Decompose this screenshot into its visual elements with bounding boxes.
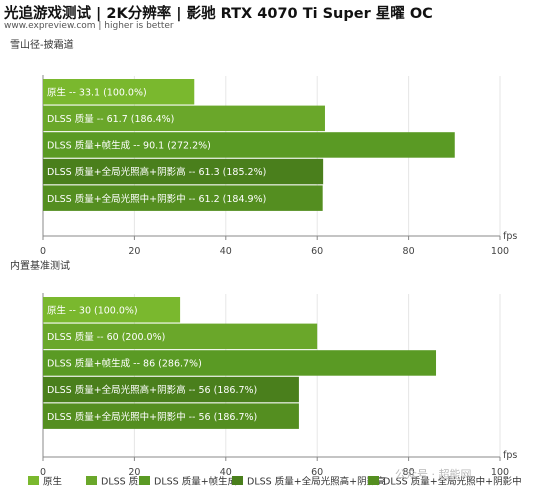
chart-1-bar (43, 323, 318, 350)
chart-0-bar (43, 158, 324, 185)
chart-1-tick-label: 20 (128, 467, 140, 478)
chart-1-bar (43, 403, 299, 429)
legend-label: DLSS 质量+全局光照高+阴影高 (247, 476, 386, 488)
chart-0-tick-label: 0 (40, 246, 46, 257)
legend-swatch (368, 476, 379, 485)
chart-0-bar (43, 105, 325, 132)
chart-1-title: 内置基准测试 (10, 259, 70, 272)
chart-1-bar (43, 297, 181, 323)
chart-1-tick-label: 80 (403, 467, 415, 478)
chart-1-tick-label: 60 (311, 467, 323, 478)
chart-0-tick-label: 80 (403, 246, 415, 257)
legend-swatch (86, 476, 97, 485)
chart-1-bar (43, 376, 299, 403)
chart-0-title: 雪山径-披霜道 (10, 38, 74, 51)
chart-1-bar-label: 原生 -- 30 (100.0%) (47, 304, 138, 316)
legend-label: DLSS 质量 (101, 476, 148, 488)
legend-swatch (232, 476, 243, 485)
chart-0-bar-label: DLSS 质量+全局光照高+阴影高 -- 61.3 (185.2%) (47, 166, 266, 178)
page-subtitle: www.expreview.com | higher is better (4, 21, 174, 31)
chart-1-bar (43, 350, 437, 376)
chart-0-bar-label: DLSS 质量+全局光照中+阴影中 -- 61.2 (184.9%) (47, 193, 266, 205)
legend-label: DLSS 质量+全局光照中+阴影中 (383, 476, 522, 488)
chart-1-tick-label: 100 (491, 467, 509, 478)
page-title: 光追游戏测试 | 2K分辨率 | 影驰 RTX 4070 Ti Super 星曜… (4, 6, 433, 22)
legend-swatch (28, 476, 39, 485)
chart-1-bar-label: DLSS 质量+帧生成 -- 86 (286.7%) (47, 358, 202, 370)
chart-1-bar-label: DLSS 质量+全局光照高+阴影高 -- 56 (186.7%) (47, 384, 257, 396)
chart-1-bar-label: DLSS 质量 -- 60 (200.0%) (47, 331, 165, 343)
chart-0-tick-label: 40 (220, 246, 232, 257)
chart-1-unit-label: fps (503, 450, 517, 461)
chart-0-bar (43, 132, 455, 158)
chart-0-tick-label: 60 (311, 246, 323, 257)
chart-0-unit-label: fps (503, 231, 517, 242)
chart-0-tick-label: 100 (491, 246, 509, 257)
legend-label: DLSS 质量+帧生成 (154, 476, 238, 488)
chart-0-tick-label: 20 (128, 246, 140, 257)
chart-0-bar (43, 79, 195, 105)
chart-1-bar-label: DLSS 质量+全局光照中+阴影中 -- 56 (186.7%) (47, 411, 257, 423)
watermark-text: 公众号 · 超能网 (395, 468, 472, 481)
chart-0-bar-label: 原生 -- 33.1 (100.0%) (47, 86, 147, 98)
legend-label: 原生 (43, 476, 63, 488)
chart-1-tick-label: 0 (40, 467, 46, 478)
chart-1-tick-label: 40 (220, 467, 232, 478)
chart-0-bar-label: DLSS 质量+帧生成 -- 90.1 (272.2%) (47, 140, 211, 152)
legend-swatch (139, 476, 150, 485)
chart-0-bar-label: DLSS 质量 -- 61.7 (186.4%) (47, 113, 174, 125)
chart-0-bar (43, 185, 323, 211)
